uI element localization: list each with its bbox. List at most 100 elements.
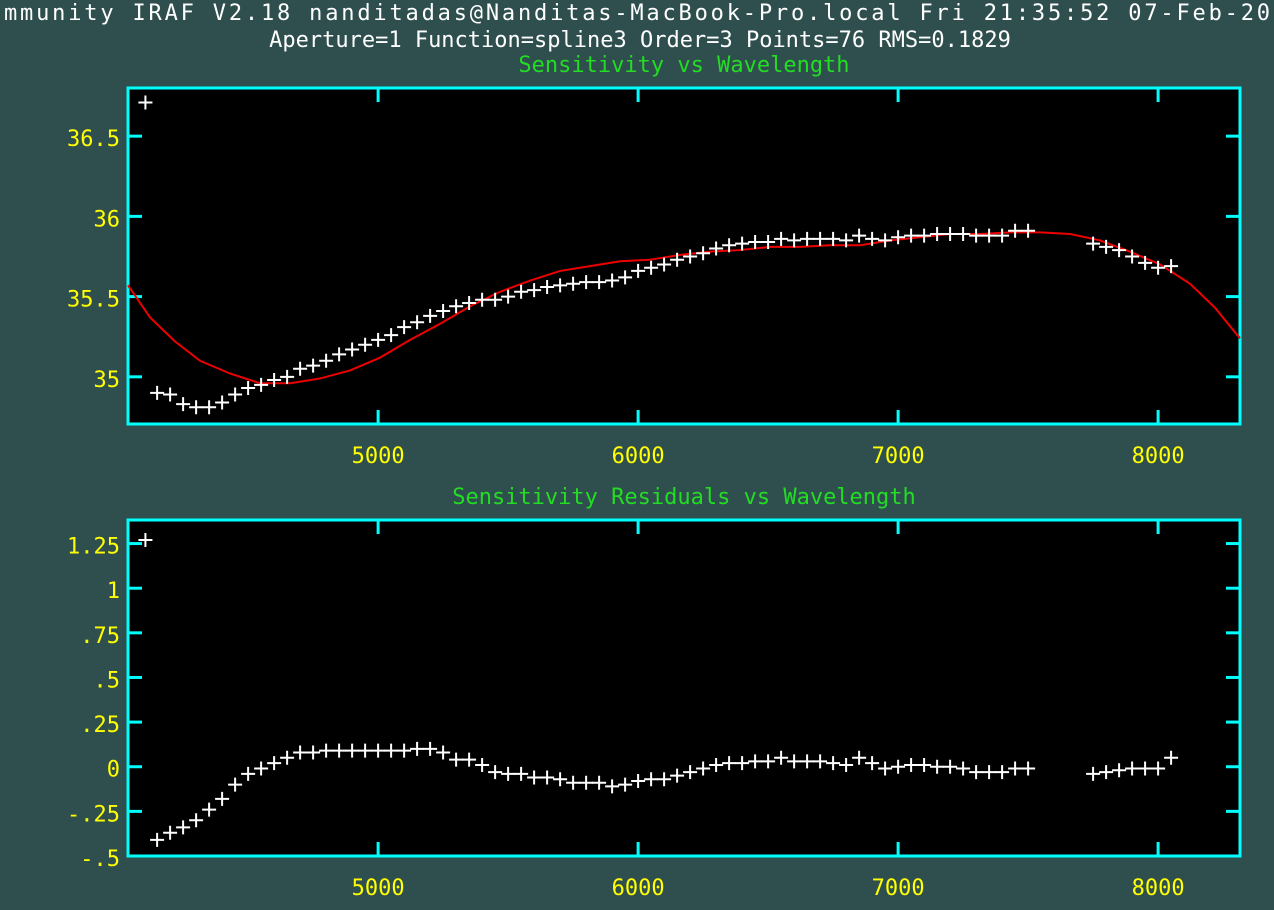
data-point — [345, 342, 360, 357]
data-point — [1151, 260, 1166, 275]
y-tick-label: 0 — [107, 758, 120, 783]
y-tick-label: 36.5 — [67, 127, 120, 152]
data-point — [1086, 766, 1101, 781]
data-point — [202, 400, 217, 415]
data-point — [540, 279, 555, 294]
data-point — [813, 754, 828, 769]
data-point — [163, 387, 178, 402]
data-point — [189, 813, 204, 828]
x-tick-label: 5000 — [352, 876, 405, 901]
data-point — [293, 361, 308, 376]
data-point — [787, 233, 802, 248]
data-point — [1164, 750, 1179, 765]
data-point — [553, 772, 568, 787]
data-point — [605, 779, 620, 794]
y-tick-label: .75 — [80, 624, 120, 649]
y-tick-label: .5 — [94, 668, 121, 693]
data-point — [423, 741, 438, 756]
data-point — [150, 385, 165, 400]
data-point — [943, 759, 958, 774]
data-point — [839, 757, 854, 772]
data-point — [241, 381, 256, 396]
data-point — [267, 373, 282, 388]
data-point — [878, 233, 893, 248]
data-point — [735, 236, 750, 251]
data-point — [267, 756, 282, 771]
data-point — [215, 395, 230, 410]
y-tick-label: 1 — [107, 579, 120, 604]
data-point — [917, 757, 932, 772]
x-tick-label: 8000 — [1132, 876, 1185, 901]
data-point — [930, 759, 945, 774]
data-point — [527, 283, 542, 298]
data-point — [995, 765, 1010, 780]
data-point — [306, 745, 321, 760]
data-point — [293, 745, 308, 760]
data-point — [670, 252, 685, 267]
data-point — [254, 761, 269, 776]
data-point — [722, 756, 737, 771]
data-point — [566, 775, 581, 790]
data-point — [696, 761, 711, 776]
data-point — [397, 743, 412, 758]
data-point — [150, 832, 165, 847]
data-point — [384, 328, 399, 343]
data-point — [1008, 761, 1023, 776]
data-point — [917, 228, 932, 243]
data-point — [709, 241, 724, 256]
data-point — [631, 263, 646, 278]
data-point — [891, 759, 906, 774]
y-tick-label: 35 — [94, 368, 121, 393]
data-point — [1021, 223, 1036, 238]
data-point — [1086, 236, 1101, 251]
data-point — [852, 750, 867, 765]
data-point — [735, 756, 750, 771]
data-point — [462, 296, 477, 311]
data-point — [371, 743, 386, 758]
data-point — [1112, 763, 1127, 778]
data-point — [514, 766, 529, 781]
data-point — [579, 275, 594, 290]
data-point — [787, 754, 802, 769]
data-point — [423, 308, 438, 323]
data-point — [449, 752, 464, 767]
data-point — [1099, 765, 1114, 780]
data-point — [904, 228, 919, 243]
data-point — [748, 235, 763, 250]
data-point — [826, 756, 841, 771]
data-point — [1164, 259, 1179, 274]
data-point — [670, 768, 685, 783]
x-tick-label: 6000 — [612, 444, 665, 469]
data-point — [306, 358, 321, 373]
data-point — [852, 228, 867, 243]
data-point — [1151, 761, 1166, 776]
x-tick-label: 5000 — [352, 444, 405, 469]
data-point — [904, 757, 919, 772]
data-point — [1112, 243, 1127, 258]
data-point — [371, 332, 386, 347]
data-point — [553, 278, 568, 293]
data-point — [839, 233, 854, 248]
data-point — [891, 230, 906, 245]
data-point — [683, 249, 698, 264]
subtitle: Aperture=1 Function=spline3 Order=3 Poin… — [269, 28, 1011, 53]
y-tick-label: -.25 — [67, 802, 120, 827]
data-point — [982, 765, 997, 780]
data-point — [566, 276, 581, 291]
data-point — [878, 761, 893, 776]
data-point — [1125, 249, 1140, 264]
data-point — [1138, 255, 1153, 270]
data-point — [956, 761, 971, 776]
x-tick-label: 7000 — [872, 444, 925, 469]
y-tick-label: .25 — [80, 713, 120, 738]
data-point — [488, 765, 503, 780]
data-point — [995, 228, 1010, 243]
data-point — [462, 752, 477, 767]
data-point — [982, 228, 997, 243]
y-tick-label: 35.5 — [67, 288, 120, 313]
data-point — [345, 743, 360, 758]
data-point — [215, 791, 230, 806]
data-point — [579, 775, 594, 790]
data-point — [436, 745, 451, 760]
